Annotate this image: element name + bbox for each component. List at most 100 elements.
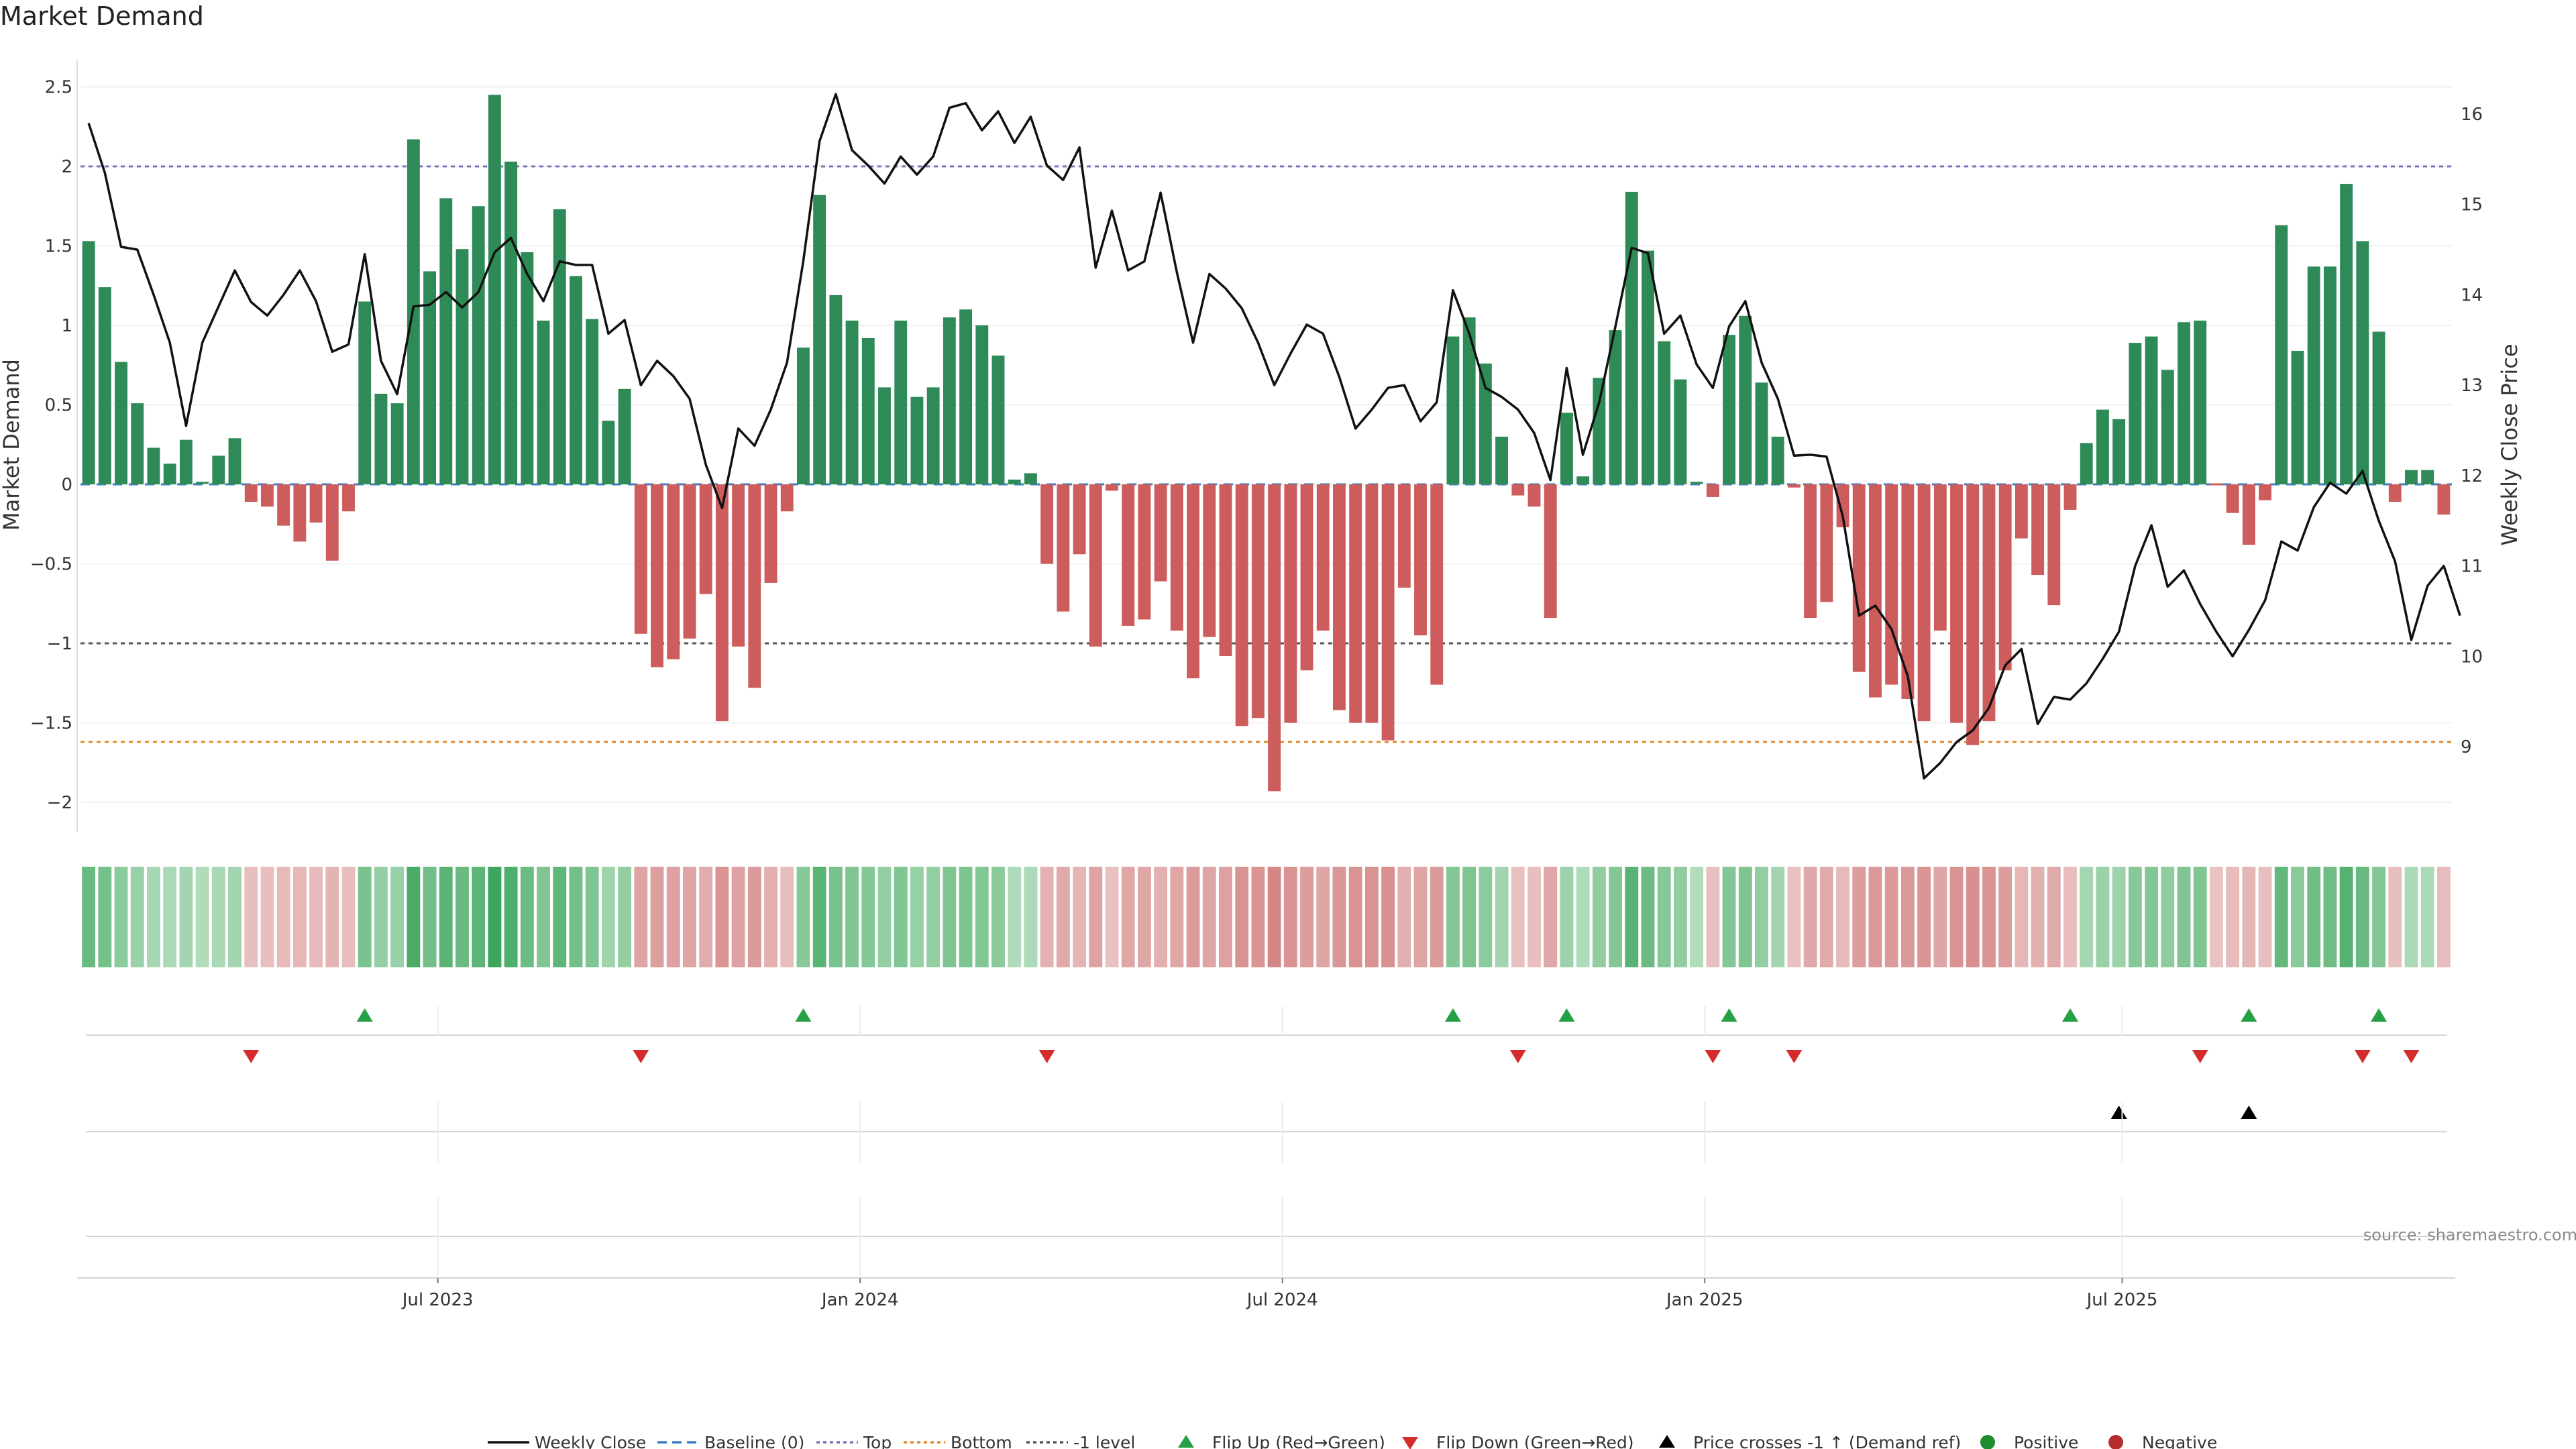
flip-down-marker <box>243 1050 260 1063</box>
y-tick-left: 0 <box>61 475 72 495</box>
strip-cell <box>407 867 421 967</box>
demand-bar <box>1723 335 1735 484</box>
strip-cell <box>2209 867 2223 967</box>
y-tick-left: −1.5 <box>30 714 72 734</box>
strip-cell <box>1527 867 1541 967</box>
strip-cell <box>1283 867 1297 967</box>
strip-cell <box>309 867 323 967</box>
strip-cell <box>244 867 258 967</box>
flip-up-marker <box>2241 1008 2257 1022</box>
demand-bar <box>1251 484 1265 718</box>
strip-cell <box>731 867 745 967</box>
demand-bar <box>1122 484 1135 626</box>
strip-cell <box>1592 867 1606 967</box>
demand-bar <box>1560 413 1573 484</box>
demand-bar <box>683 484 696 639</box>
demand-bar <box>894 320 908 484</box>
strip-cell <box>845 867 859 967</box>
demand-bar <box>797 347 810 484</box>
strip-cell <box>2355 867 2369 967</box>
strip-cell <box>1462 867 1477 967</box>
demand-bar <box>521 252 534 484</box>
y-tick-right: 14 <box>2461 285 2483 305</box>
flip-up-marker <box>1444 1008 1461 1022</box>
demand-bar <box>1284 484 1297 723</box>
strip-cell <box>537 867 550 967</box>
strip-cell <box>812 867 826 967</box>
y-tick-right: 15 <box>2461 195 2483 215</box>
strip-cell <box>2420 867 2434 967</box>
demand-bar <box>715 484 729 722</box>
strip-cell <box>2323 867 2337 967</box>
demand-bar <box>1349 484 1362 723</box>
x-tick-label: Jan 2024 <box>820 1290 899 1310</box>
demand-bar <box>439 198 453 484</box>
flip-up-marker <box>2062 1008 2079 1022</box>
source-credit: source: sharemaestro.com <box>2363 1226 2576 1244</box>
left-axis-ticks: 2.5 2 1.5 1 0.5 0 −0.5 −1 −1.5 −2 <box>30 78 72 814</box>
strip-cell <box>699 867 713 967</box>
strip-cell <box>2063 867 2077 967</box>
demand-bar <box>1642 250 1654 484</box>
legend-item: Negative <box>2108 1433 2217 1449</box>
demand-bar <box>943 317 956 484</box>
demand-bar <box>325 484 339 561</box>
legend-item: Positive <box>1980 1433 2078 1449</box>
demand-bar <box>667 484 680 659</box>
strip-cell <box>796 867 810 967</box>
demand-bar <box>1933 484 1947 631</box>
demand-bar <box>1397 484 1411 588</box>
strip-cell <box>439 867 453 967</box>
legend-label: Baseline (0) <box>704 1433 804 1449</box>
demand-bar <box>2388 484 2402 502</box>
demand-bar <box>131 403 144 484</box>
demand-bar <box>959 309 973 484</box>
demand-bar <box>1674 379 1687 484</box>
demand-bars <box>82 95 2451 792</box>
demand-bar <box>2226 484 2239 513</box>
legend-label: Positive <box>2014 1433 2078 1449</box>
flip-up-marker <box>2371 1008 2387 1022</box>
strip-cell <box>1511 867 1525 967</box>
demand-bar <box>586 319 599 484</box>
y-tick-right: 12 <box>2461 466 2483 486</box>
demand-bar <box>1106 484 1118 491</box>
demand-bar <box>2031 484 2045 576</box>
strip-cell <box>943 867 957 967</box>
flip-up-marker <box>1558 1008 1575 1022</box>
strip-cell <box>1300 867 1313 967</box>
strip-cell <box>1430 867 1444 967</box>
legend-item: Price crosses -1 ↑ (Demand ref) <box>1659 1433 1961 1449</box>
legend-label: Weekly Close <box>535 1433 646 1449</box>
strip-cell <box>1495 867 1509 967</box>
flip-down-marker <box>1509 1050 1526 1063</box>
strip-cell <box>1364 867 1379 967</box>
demand-bar <box>2372 331 2385 484</box>
demand-bar <box>2437 484 2451 515</box>
demand-bar <box>1170 484 1183 631</box>
demand-bar <box>829 294 843 484</box>
demand-bar <box>1901 484 1915 699</box>
flip-down-marker <box>2192 1050 2208 1063</box>
y-axis-right-title: Weekly Close Price <box>2497 343 2522 545</box>
demand-bar <box>1917 484 1931 722</box>
demand-bar <box>1690 482 1703 484</box>
demand-bar <box>2161 370 2174 484</box>
legend-item: -1 level <box>1026 1433 1135 1449</box>
demand-bar <box>98 287 111 484</box>
strip-cell <box>2080 867 2094 967</box>
strip-cell <box>1609 867 1622 967</box>
strip-cell <box>1348 867 1362 967</box>
demand-bar <box>991 356 1005 484</box>
strip-cell <box>130 867 144 967</box>
demand-bar <box>244 484 258 502</box>
demand-bar <box>212 455 225 484</box>
strip-cell <box>1852 867 1866 967</box>
strip-cell <box>1917 867 1931 967</box>
reference-levels <box>80 165 2452 743</box>
legend-label: Price crosses -1 ↑ (Demand ref) <box>1693 1433 1961 1449</box>
demand-bar <box>1625 191 1638 484</box>
demand-bar <box>1982 484 1996 722</box>
strip-cell <box>1024 867 1038 967</box>
strip-cell <box>2112 867 2126 967</box>
